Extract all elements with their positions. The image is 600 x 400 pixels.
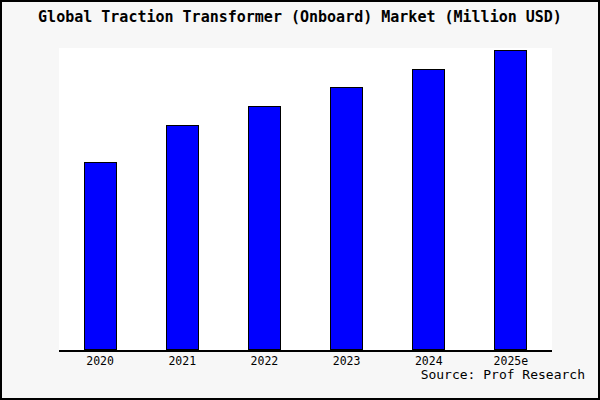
x-tick-label-2024: 2024: [394, 354, 464, 368]
x-tick-label-2021: 2021: [147, 354, 217, 368]
x-tick-label-2020: 2020: [65, 354, 135, 368]
bar-2023: [330, 87, 363, 350]
bar-2022: [248, 106, 281, 350]
x-tick-label-2023: 2023: [312, 354, 382, 368]
x-tick-label-2022: 2022: [229, 354, 299, 368]
bar-2021: [166, 125, 199, 350]
x-tick-label-2025e: 2025e: [476, 354, 546, 368]
bar-2025e: [494, 50, 527, 350]
source-credit: Source: Prof Research: [421, 367, 585, 382]
plot-area: [59, 48, 552, 352]
bar-chart: Global Traction Transformer (Onboard) Ma…: [0, 0, 600, 400]
bar-2020: [84, 162, 117, 350]
chart-title: Global Traction Transformer (Onboard) Ma…: [2, 8, 598, 26]
bar-2024: [412, 69, 445, 350]
